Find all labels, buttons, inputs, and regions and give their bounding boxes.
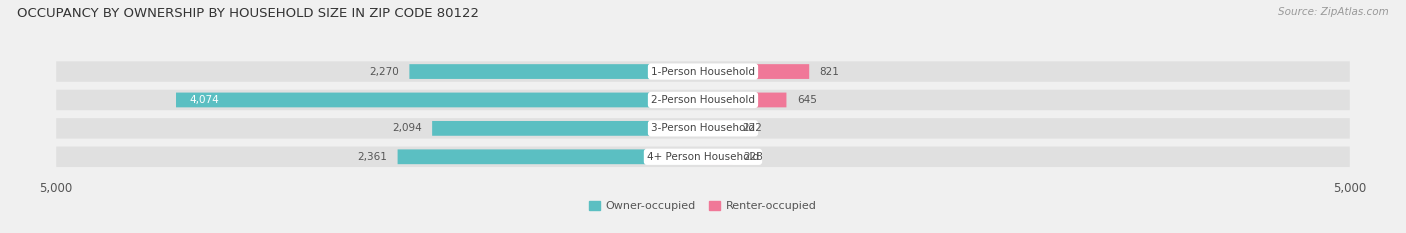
Text: 4+ Person Household: 4+ Person Household — [647, 152, 759, 162]
FancyBboxPatch shape — [56, 61, 1350, 82]
Text: OCCUPANCY BY OWNERSHIP BY HOUSEHOLD SIZE IN ZIP CODE 80122: OCCUPANCY BY OWNERSHIP BY HOUSEHOLD SIZE… — [17, 7, 479, 20]
FancyBboxPatch shape — [56, 90, 1350, 110]
FancyBboxPatch shape — [398, 149, 703, 164]
FancyBboxPatch shape — [176, 93, 703, 107]
Text: 821: 821 — [820, 67, 839, 77]
FancyBboxPatch shape — [56, 118, 1350, 139]
FancyBboxPatch shape — [56, 147, 1350, 167]
Text: 645: 645 — [797, 95, 817, 105]
Text: 2,361: 2,361 — [357, 152, 387, 162]
Text: 1-Person Household: 1-Person Household — [651, 67, 755, 77]
Text: 2,094: 2,094 — [392, 123, 422, 133]
Text: 2-Person Household: 2-Person Household — [651, 95, 755, 105]
Text: 228: 228 — [742, 152, 762, 162]
Text: 2,270: 2,270 — [370, 67, 399, 77]
Text: Source: ZipAtlas.com: Source: ZipAtlas.com — [1278, 7, 1389, 17]
FancyBboxPatch shape — [703, 93, 786, 107]
FancyBboxPatch shape — [703, 64, 810, 79]
FancyBboxPatch shape — [703, 121, 731, 136]
Text: 3-Person Household: 3-Person Household — [651, 123, 755, 133]
FancyBboxPatch shape — [409, 64, 703, 79]
Text: 4,074: 4,074 — [188, 95, 219, 105]
Legend: Owner-occupied, Renter-occupied: Owner-occupied, Renter-occupied — [589, 201, 817, 211]
Text: 222: 222 — [742, 123, 762, 133]
FancyBboxPatch shape — [703, 149, 733, 164]
FancyBboxPatch shape — [432, 121, 703, 136]
